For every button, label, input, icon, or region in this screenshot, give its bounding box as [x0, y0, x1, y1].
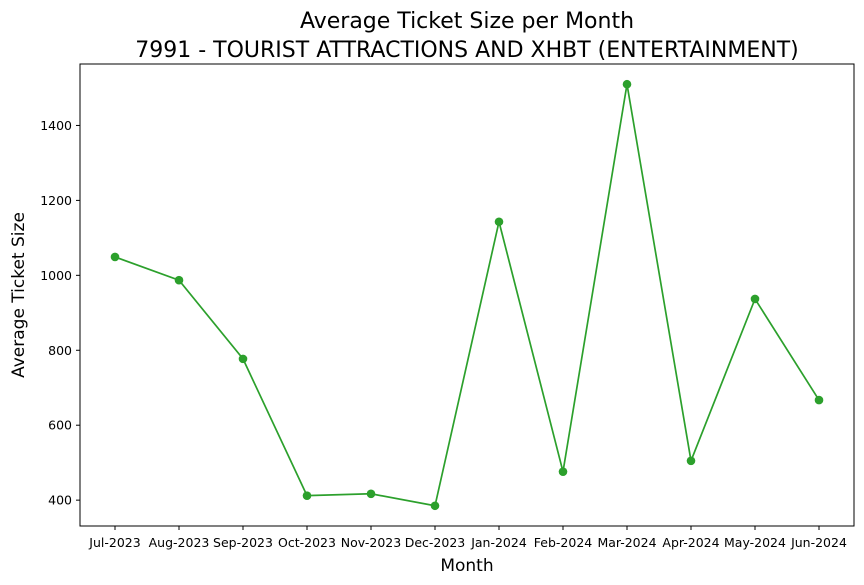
y-tick-label: 600 [48, 418, 72, 433]
y-tick-label: 1000 [40, 268, 72, 283]
y-tick-label: 1400 [40, 118, 72, 133]
series-line [114, 84, 820, 507]
x-axis-ticks: Jul-2023 Aug-2023 Sep-2023 Oct-2023 Nov-2023… [88, 526, 847, 550]
chart-title: Average Ticket Size per Month [300, 9, 634, 34]
data-point [750, 294, 760, 304]
x-tick-label: Aug-2023 [149, 535, 210, 550]
y-tick-label: 1200 [40, 193, 72, 208]
x-tick-label: Sep-2023 [213, 535, 273, 550]
y-axis-label: Average Ticket Size [9, 212, 29, 378]
x-tick-label: Apr-2024 [662, 535, 719, 550]
data-point [366, 489, 376, 499]
x-tick-label: Nov-2023 [341, 535, 401, 550]
x-tick-label: Mar-2024 [597, 535, 656, 550]
y-tick-label: 400 [48, 493, 72, 508]
x-tick-label: Feb-2024 [534, 535, 593, 550]
x-tick-label: Dec-2023 [405, 535, 466, 550]
x-tick-label: Jul-2023 [88, 535, 140, 550]
data-point [238, 354, 248, 364]
data-point [302, 491, 312, 500]
x-axis-label: Month [440, 556, 493, 576]
data-point [110, 252, 120, 262]
x-tick-label: Jan-2024 [470, 535, 527, 550]
data-point [494, 217, 504, 227]
x-tick-label: May-2024 [724, 535, 786, 550]
plot-area-frame [79, 63, 855, 527]
x-tick-label: Jun-2024 [790, 535, 847, 550]
data-point [814, 395, 824, 405]
data-point [622, 79, 632, 89]
data-point [558, 467, 568, 476]
chart-subtitle: 7991 - TOURIST ATTRACTIONS AND XHBT (ENT… [135, 38, 798, 63]
y-tick-label: 800 [48, 343, 72, 358]
data-point [430, 501, 440, 511]
y-axis-ticks: 400 600 800 1000 1200 1400 [40, 118, 80, 508]
data-point [174, 275, 184, 285]
x-tick-label: Oct-2023 [278, 535, 336, 550]
data-point [686, 456, 696, 466]
series-points [110, 79, 824, 511]
